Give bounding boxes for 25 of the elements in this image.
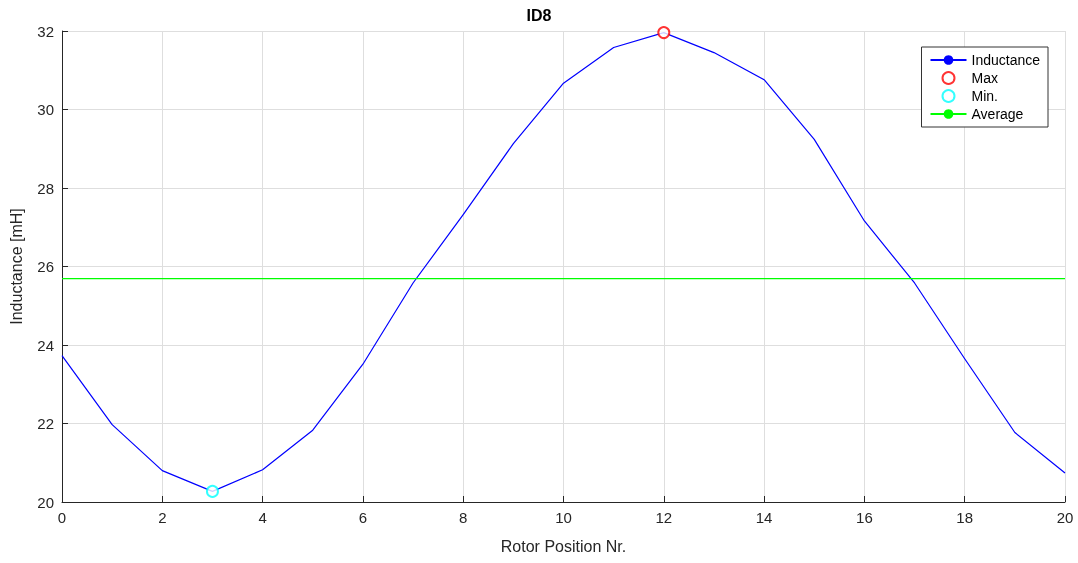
legend-label: Average [971, 106, 1024, 122]
x-tick-label: 6 [358, 509, 368, 526]
x-axis-title: Rotor Position Nr. [500, 537, 627, 555]
legend-label: Min. [971, 88, 998, 104]
x-tick-label: 12 [655, 509, 673, 526]
x-tick-label: 8 [459, 509, 468, 526]
x-tick-label: 16 [856, 509, 873, 526]
y-tick-label: 24 [37, 336, 54, 354]
legend-label: Inductance [971, 52, 1041, 68]
y-tick-label: 28 [37, 179, 54, 197]
x-tick-label: 14 [755, 509, 773, 526]
x-tick-label: 10 [555, 509, 572, 526]
x-tick-label: 2 [158, 509, 167, 526]
legend-label: Max [971, 70, 998, 86]
x-tick-label: 20 [1056, 509, 1074, 526]
x-tick-label: 18 [956, 509, 974, 526]
y-tick-label: 26 [37, 258, 54, 275]
y-tick-label: 22 [37, 415, 54, 432]
y-tick-label: 32 [37, 22, 54, 40]
y-tick-label: 20 [37, 493, 54, 511]
y-axis-title: Inductance [mH] [7, 208, 25, 325]
x-tick-label: 4 [258, 509, 267, 526]
x-tick-label: 0 [57, 509, 67, 526]
chart-title: ID8 [526, 6, 552, 24]
y-tick-label: 30 [37, 101, 54, 118]
